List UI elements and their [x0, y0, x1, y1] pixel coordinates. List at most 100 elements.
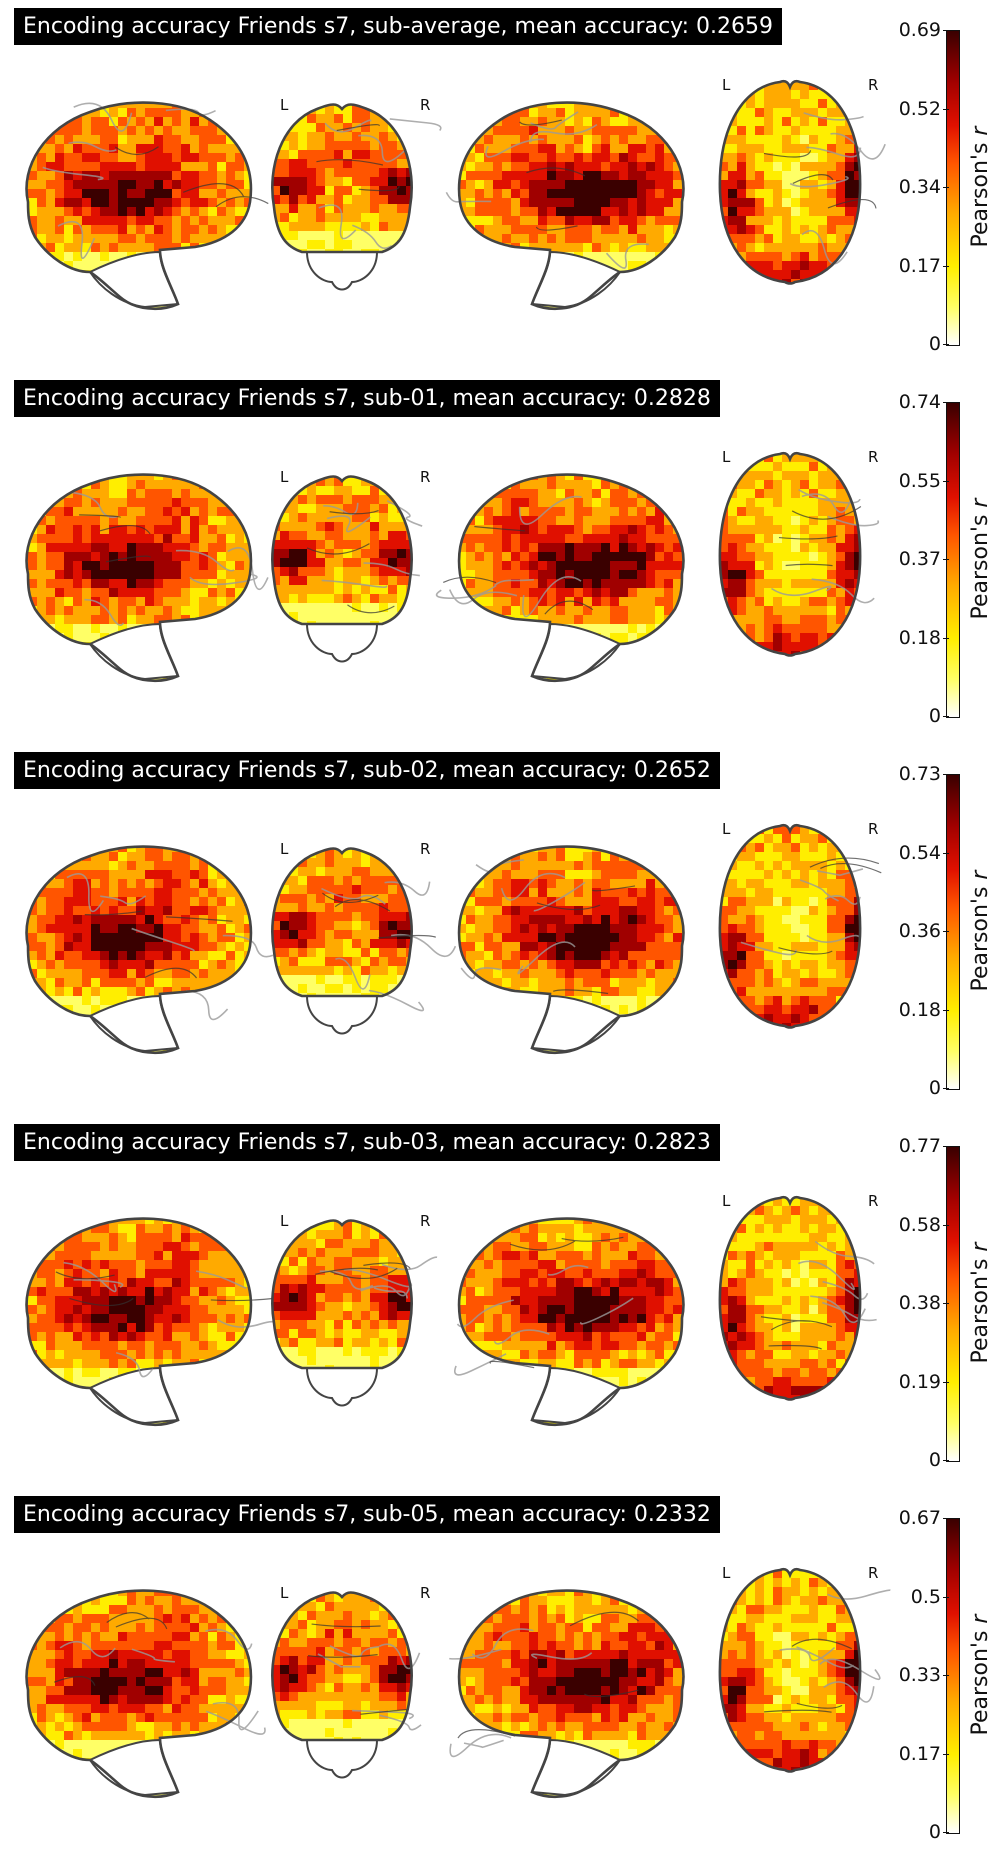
right-label: R [420, 1212, 430, 1230]
colorbar-label-variable: r [968, 498, 993, 508]
right-label: R [868, 1192, 878, 1210]
sagittal-right-view [453, 1217, 685, 1426]
glass-brain-views: L R L R [25, 448, 880, 682]
colorbar-tick: 0.36 [895, 920, 949, 942]
glass-brain-views: L R L R [25, 1192, 878, 1426]
colorbar-tick: 0 [895, 1821, 949, 1843]
axial-view [718, 451, 880, 657]
colorbar-tick: 0.33 [895, 1664, 949, 1686]
colorbar-tick: 0.54 [895, 842, 949, 864]
coronal-view [271, 475, 423, 663]
colorbar-tick: 0.17 [895, 1743, 949, 1765]
sagittal-left-view [25, 473, 269, 682]
right-label: R [868, 820, 878, 838]
axial-view [718, 1567, 891, 1773]
left-label: L [280, 840, 289, 858]
colorbar [946, 1146, 960, 1462]
colorbar-label-text: Pearson's [968, 1258, 993, 1364]
right-label: R [868, 76, 878, 94]
colorbar-tick: 0 [895, 1449, 949, 1471]
coronal-view [271, 103, 442, 291]
colorbar-tick: 0.69 [895, 19, 949, 41]
left-label: L [280, 1212, 289, 1230]
colorbar-tick: 0.52 [895, 98, 949, 120]
colorbar-label-text: Pearson's [968, 142, 993, 248]
colorbar-tick: 0.37 [895, 548, 949, 570]
colorbar-tick: 0 [895, 333, 949, 355]
right-label: R [420, 840, 430, 858]
right-label: R [420, 1584, 430, 1602]
right-label: R [868, 1564, 878, 1582]
sagittal-left-view [25, 101, 269, 310]
glass-brain-views: L R L R [25, 820, 882, 1054]
colorbar-tick: 0.18 [895, 627, 949, 649]
sagittal-left-view [25, 1217, 280, 1426]
encoding-panel: L R L R Encoding accuracy Friends s7, sub-av… [0, 2, 1004, 374]
colorbar-tick: 0.34 [895, 176, 949, 198]
colorbar-tick: 0.73 [895, 763, 949, 785]
colorbar-tick: 0.67 [895, 1507, 949, 1529]
colorbar-tick: 0.18 [895, 999, 949, 1021]
coronal-view [271, 847, 457, 1035]
left-label: L [722, 1564, 731, 1582]
encoding-panel: L R L R Encoding accuracy Friends s7, sub-01… [0, 374, 1004, 746]
axial-view [718, 823, 882, 1029]
right-label: R [420, 468, 430, 486]
left-label: L [280, 468, 289, 486]
colorbar-label: Pearson's r [966, 459, 996, 659]
encoding-panel: L R L R Encoding accuracy Friends s7, sub-03… [0, 1118, 1004, 1490]
left-label: L [722, 1192, 731, 1210]
left-label: L [722, 76, 731, 94]
sagittal-right-view [435, 473, 685, 682]
sagittal-right-view [449, 1589, 685, 1798]
panel-title: Encoding accuracy Friends s7, sub-averag… [14, 8, 782, 45]
glass-brain-views: L R L R [25, 76, 886, 310]
left-label: L [280, 96, 289, 114]
colorbar-tick: 0 [895, 1077, 949, 1099]
colorbar-tick: 0.74 [895, 391, 949, 413]
left-label: L [280, 1584, 289, 1602]
colorbar-tick: 0.5 [895, 1586, 949, 1608]
colorbar [946, 30, 960, 346]
sagittal-left-view [25, 1589, 266, 1798]
colorbar-label-variable: r [968, 870, 993, 880]
colorbar [946, 774, 960, 1090]
colorbar-label: Pearson's r [966, 1203, 996, 1403]
coronal-view [271, 1219, 438, 1407]
sagittal-right-view [445, 101, 685, 310]
colorbar [946, 1518, 960, 1834]
colorbar-tick: 0.77 [895, 1135, 949, 1157]
colorbar-tick: 0.17 [895, 255, 949, 277]
colorbar-label-text: Pearson's [968, 1630, 993, 1736]
colorbar-label: Pearson's r [966, 87, 996, 287]
colorbar-tick: 0 [895, 705, 949, 727]
axial-view [718, 1195, 877, 1401]
sagittal-left-view [25, 845, 274, 1054]
left-label: L [722, 448, 731, 466]
colorbar-label-text: Pearson's [968, 514, 993, 620]
panel-title: Encoding accuracy Friends s7, sub-03, me… [14, 1124, 720, 1161]
colorbar-label-variable: r [968, 1242, 993, 1252]
left-label: L [722, 820, 731, 838]
encoding-panel: L R L R Encoding accuracy Friends s7, sub-02… [0, 746, 1004, 1118]
colorbar-label: Pearson's r [966, 1575, 996, 1775]
axial-view [718, 79, 886, 285]
colorbar-label: Pearson's r [966, 831, 996, 1031]
colorbar-tick: 0.38 [895, 1292, 949, 1314]
sagittal-right-view [457, 845, 685, 1054]
right-label: R [420, 96, 430, 114]
coronal-view [271, 1591, 422, 1779]
colorbar-tick: 0.55 [895, 470, 949, 492]
colorbar-tick: 0.19 [895, 1371, 949, 1393]
colorbar [946, 402, 960, 718]
glass-brain-views: L R L R [25, 1564, 891, 1798]
panel-title: Encoding accuracy Friends s7, sub-05, me… [14, 1496, 720, 1533]
panel-title: Encoding accuracy Friends s7, sub-01, me… [14, 380, 720, 417]
encoding-panel: L R L R Encoding accuracy Friends s7, sub-05… [0, 1490, 1004, 1862]
colorbar-label-text: Pearson's [968, 886, 993, 992]
right-label: R [868, 448, 878, 466]
colorbar-tick: 0.58 [895, 1214, 949, 1236]
colorbar-label-variable: r [968, 126, 993, 136]
panel-title: Encoding accuracy Friends s7, sub-02, me… [14, 752, 720, 789]
